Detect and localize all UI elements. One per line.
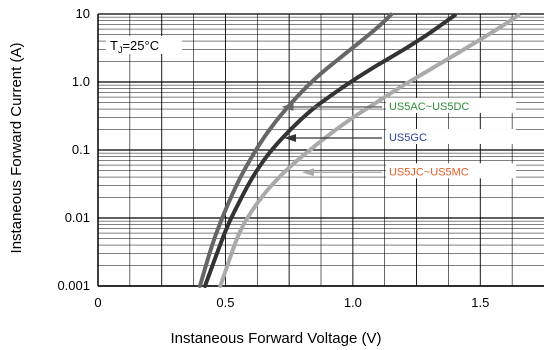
chart-series	[197, 12, 521, 288]
y-axis-label: Instaneous Forward Current (A)	[8, 43, 25, 254]
series-label-2: US5JC~US5MC	[389, 166, 469, 178]
series-pointer-arrow-1	[284, 134, 297, 143]
series-pointer-arrow-0	[281, 102, 294, 111]
annotation-t: T	[110, 38, 118, 53]
series-label-bg-1	[385, 129, 516, 145]
series-label-1: US5GC	[389, 132, 427, 144]
series-label-bg-2	[385, 163, 516, 179]
series-line-0	[197, 12, 394, 288]
temperature-annotation: TJ=25°C	[106, 36, 182, 55]
x-tick-label: 0.5	[216, 295, 234, 310]
chart-ticks: 0 0.5 1.0 1.5 10 1.0 0.1 0.01 0.001	[57, 6, 489, 310]
x-tick-label: 1.0	[344, 295, 362, 310]
x-axis-label: Instaneous Forward Voltage (V)	[171, 330, 382, 347]
y-tick-label: 10	[76, 6, 90, 21]
y-tick-label: 1.0	[72, 74, 90, 89]
series-label-0: US5AC~US5DC	[389, 101, 469, 113]
y-tick-label: 0.01	[65, 210, 90, 225]
annotation-subscript: J	[118, 45, 123, 55]
chart-axes	[97, 14, 544, 287]
y-tick-label: 0.001	[57, 278, 90, 293]
y-tick-label: 0.1	[72, 142, 90, 157]
series-pointer-arrow-2	[301, 168, 314, 177]
chart-series-labels: US5AC~US5DC US5GC US5JC~US5MC	[281, 97, 516, 179]
x-tick-label: 0	[94, 295, 101, 310]
chart-grid	[98, 13, 544, 287]
series-line-1	[203, 13, 457, 288]
x-tick-label: 1.5	[471, 295, 489, 310]
annotation-box	[106, 36, 182, 54]
series-line-2	[218, 13, 521, 288]
annotation-suffix: =25°C	[122, 38, 159, 53]
series-label-bg-0	[385, 97, 516, 113]
annotation-text: TJ=25°C	[110, 38, 159, 55]
